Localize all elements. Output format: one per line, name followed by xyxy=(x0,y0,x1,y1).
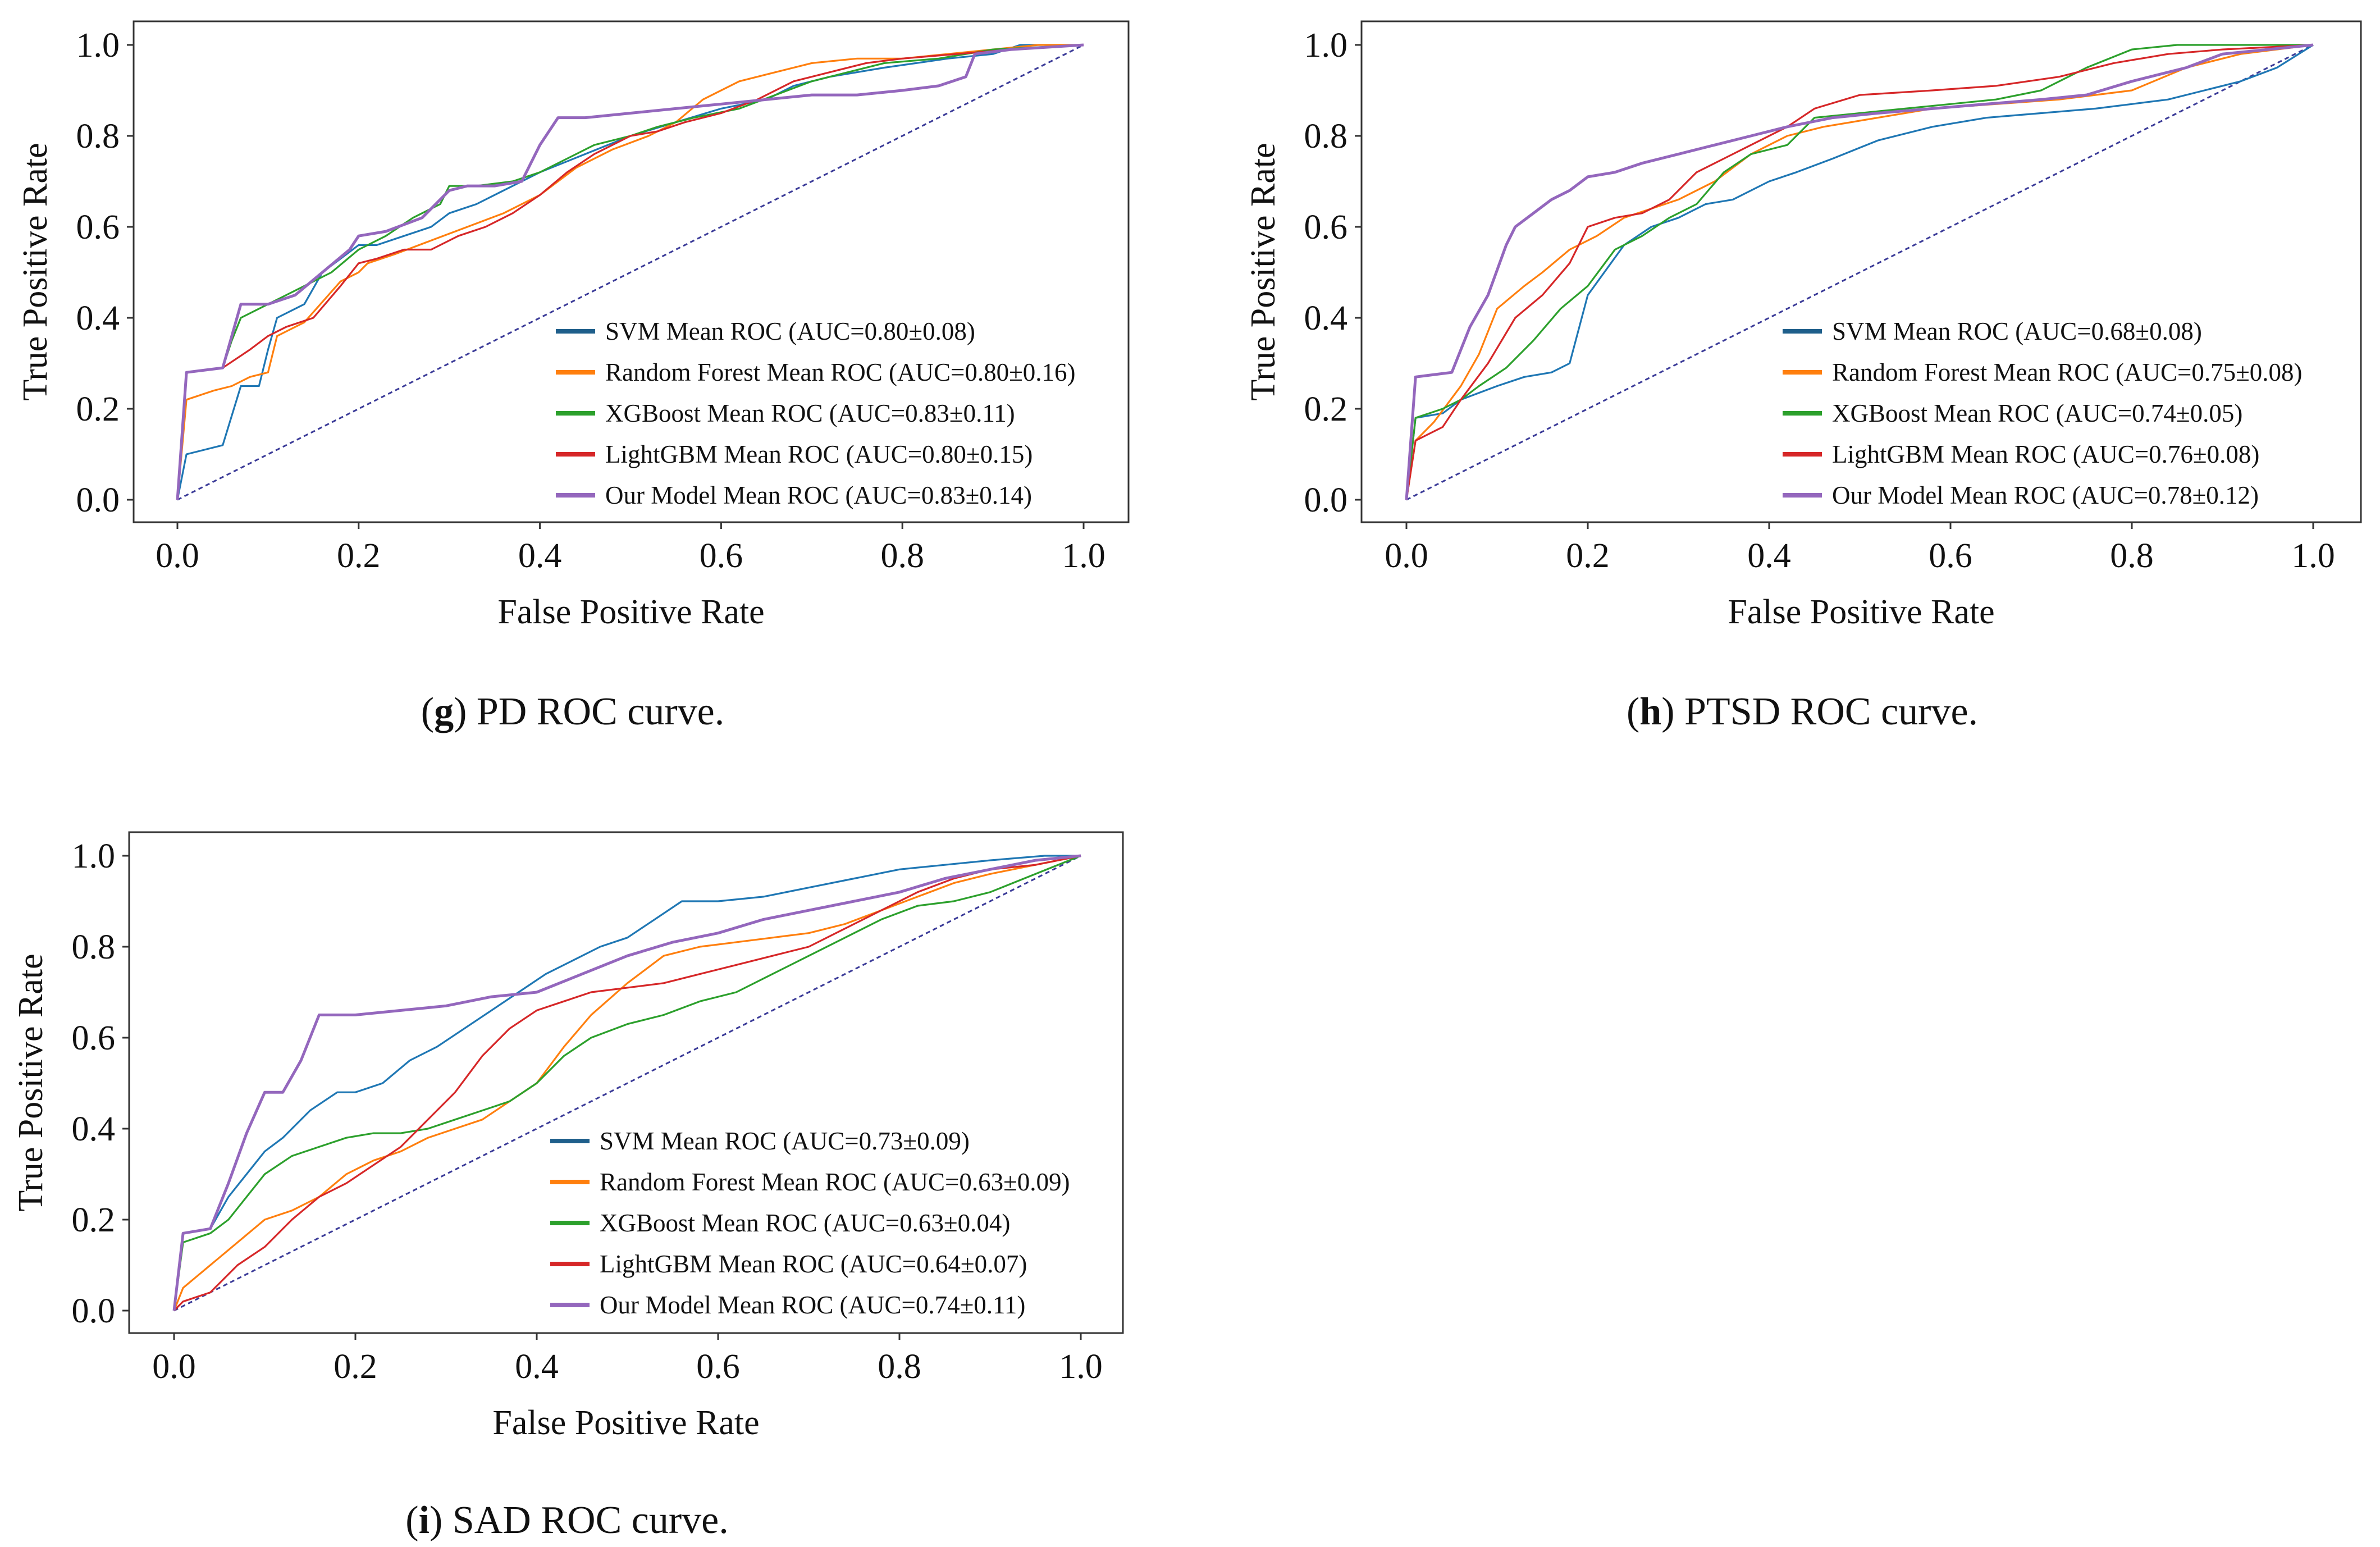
y-axis-label: True Positive Rate xyxy=(16,143,54,400)
y-tick-label: 0.2 xyxy=(1304,390,1348,428)
y-tick-label: 0.8 xyxy=(1304,117,1348,156)
legend-entry: Random Forest Mean ROC (AUC=0.75±0.08) xyxy=(1832,358,2303,386)
legend-entry: XGBoost Mean ROC (AUC=0.74±0.05) xyxy=(1832,399,2242,427)
y-tick-label: 0.4 xyxy=(1304,299,1348,337)
x-tick-label: 0.2 xyxy=(1566,537,1610,575)
roc-curve-random-forest xyxy=(176,44,1084,500)
legend-entry: Our Model Mean ROC (AUC=0.78±0.12) xyxy=(1832,481,2259,509)
y-axis-label: True Positive Rate xyxy=(12,953,50,1211)
chance-diagonal-line xyxy=(173,855,1081,1312)
y-tick-label: 0.6 xyxy=(76,208,120,247)
x-axis-label: False Positive Rate xyxy=(492,1404,759,1442)
x-tick-label: 0.4 xyxy=(1747,537,1791,575)
y-tick-label: 1.0 xyxy=(72,837,116,875)
legend: SVM Mean ROC (AUC=0.68±0.08) Random Fores… xyxy=(1783,317,2303,509)
y-axis-label: True Positive Rate xyxy=(1244,143,1282,400)
panel-caption: (h) PTSD ROC curve. xyxy=(1627,690,1978,733)
legend-entry: Our Model Mean ROC (AUC=0.74±0.11) xyxy=(600,1291,1025,1319)
legend-entry: Our Model Mean ROC (AUC=0.83±0.14) xyxy=(605,481,1032,509)
x-tick-label: 0.0 xyxy=(152,1348,196,1386)
y-tick-label: 0.8 xyxy=(76,117,120,156)
x-tick-label: 1.0 xyxy=(1059,1348,1103,1386)
x-tick-label: 0.0 xyxy=(156,537,199,575)
roc-curve-svm xyxy=(1405,44,2314,500)
roc-panel-g: 0.0 0.2 0.4 0.6 0.8 1.0 0.0 0.2 0.4 0.6 0.8 1.0 Fals… xyxy=(16,20,1130,733)
x-axis-label: False Positive Rate xyxy=(497,593,764,631)
panel-caption: (g) PD ROC curve. xyxy=(421,690,725,733)
roc-curve-svm xyxy=(173,855,1081,1311)
roc-curve-our-model xyxy=(172,854,1081,1311)
roc-curve-our-model xyxy=(1405,43,2314,500)
chance-diagonal-line xyxy=(177,44,1084,501)
x-tick-label: 0.0 xyxy=(1385,537,1428,575)
roc-curve-lightgbm xyxy=(173,855,1081,1312)
legend-entry: SVM Mean ROC (AUC=0.80±0.08) xyxy=(605,317,975,345)
x-tick-label: 0.6 xyxy=(700,537,743,575)
legend: SVM Mean ROC (AUC=0.80±0.08) Random Fores… xyxy=(556,317,1076,509)
legend-entry: Random Forest Mean ROC (AUC=0.80±0.16) xyxy=(605,358,1076,386)
y-tick-label: 0.0 xyxy=(76,481,120,519)
y-tick-label: 0.2 xyxy=(76,390,120,428)
roc-panel-h: 0.0 0.2 0.4 0.6 0.8 1.0 0.0 0.2 0.4 0.6 0.8 1.0 Fals… xyxy=(1244,20,2362,733)
legend-entry: LightGBM Mean ROC (AUC=0.80±0.15) xyxy=(605,440,1033,468)
y-tick-label: 0.4 xyxy=(72,1110,116,1148)
y-tick-label: 0.4 xyxy=(76,299,120,337)
x-tick-label: 0.4 xyxy=(518,537,562,575)
roc-curve-random-forest xyxy=(1405,44,2314,500)
roc-curve-our-model xyxy=(176,43,1084,500)
y-tick-label: 1.0 xyxy=(1304,26,1348,65)
roc-curve-xgboost xyxy=(1405,44,2313,500)
x-axis-label: False Positive Rate xyxy=(1728,593,1994,631)
chance-diagonal-line xyxy=(1406,44,2314,501)
roc-curve-lightgbm xyxy=(176,44,1084,500)
x-tick-label: 0.6 xyxy=(1929,537,1972,575)
y-tick-label: 0.2 xyxy=(72,1201,116,1239)
y-tick-label: 0.0 xyxy=(72,1292,116,1330)
x-tick-label: 0.6 xyxy=(696,1348,740,1386)
roc-curve-lightgbm xyxy=(1405,44,2314,500)
roc-curve-xgboost xyxy=(176,44,1084,500)
x-tick-label: 0.8 xyxy=(878,1348,921,1386)
roc-curve-xgboost xyxy=(173,855,1081,1311)
x-tick-label: 0.2 xyxy=(337,537,381,575)
legend-entry: Random Forest Mean ROC (AUC=0.63±0.09) xyxy=(600,1168,1070,1196)
y-tick-label: 0.6 xyxy=(72,1019,116,1057)
legend: SVM Mean ROC (AUC=0.73±0.09) Random Fores… xyxy=(550,1127,1070,1319)
x-tick-label: 0.2 xyxy=(334,1348,377,1386)
x-tick-label: 1.0 xyxy=(1062,537,1106,575)
x-tick-label: 0.4 xyxy=(515,1348,559,1386)
x-tick-label: 0.8 xyxy=(2110,537,2154,575)
roc-panel-i: 0.0 0.2 0.4 0.6 0.8 1.0 0.0 0.2 0.4 0.6 0.8 1.0 Fals… xyxy=(12,831,1124,1542)
y-tick-label: 0.8 xyxy=(72,928,116,966)
legend-entry: SVM Mean ROC (AUC=0.68±0.08) xyxy=(1832,317,2202,345)
legend-entry: SVM Mean ROC (AUC=0.73±0.09) xyxy=(600,1127,970,1155)
legend-entry: LightGBM Mean ROC (AUC=0.76±0.08) xyxy=(1832,440,2259,468)
panel-caption: (i) SAD ROC curve. xyxy=(405,1499,729,1542)
y-tick-label: 0.6 xyxy=(1304,208,1348,247)
legend-entry: XGBoost Mean ROC (AUC=0.83±0.11) xyxy=(605,399,1015,427)
y-tick-label: 0.0 xyxy=(1304,481,1348,519)
legend-entry: LightGBM Mean ROC (AUC=0.64±0.07) xyxy=(600,1250,1027,1278)
y-tick-label: 1.0 xyxy=(76,26,120,65)
x-tick-label: 0.8 xyxy=(880,537,924,575)
x-tick-label: 1.0 xyxy=(2291,537,2335,575)
legend-entry: XGBoost Mean ROC (AUC=0.63±0.04) xyxy=(600,1209,1010,1237)
